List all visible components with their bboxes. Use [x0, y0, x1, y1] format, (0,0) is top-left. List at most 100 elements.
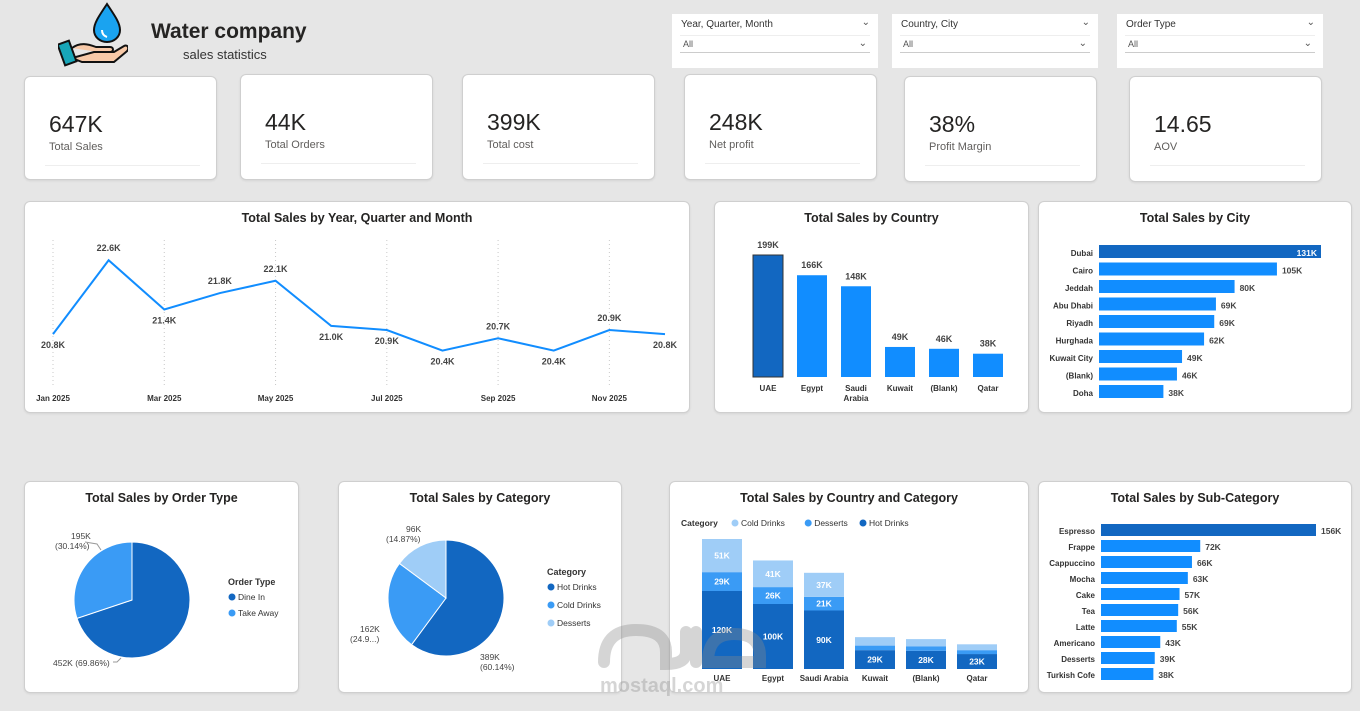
legend-marker — [731, 519, 739, 527]
country-category-stacked-chart: Category Cold Drinks Desserts Hot Drinks 120… — [681, 518, 997, 683]
slicer-country-city[interactable]: Country, City ⌄ All ⌄ — [892, 14, 1098, 68]
data-label: 57K — [1185, 590, 1201, 600]
data-label: (60.14%) — [480, 662, 515, 672]
y-tick-label: Cappuccino — [1049, 559, 1095, 568]
legend-label: Desserts — [814, 518, 848, 528]
chevron-down-icon[interactable]: ⌄ — [1303, 38, 1312, 49]
bar — [1099, 315, 1215, 328]
dashboard-header: Water company sales statistics — [50, 2, 370, 72]
bar-segment — [957, 650, 997, 655]
y-tick-label: Cairo — [1073, 267, 1094, 276]
x-tick-label: Kuwait — [887, 384, 914, 393]
data-label: 51K — [714, 551, 730, 561]
legend-label: Take Away — [238, 608, 279, 618]
bar — [1101, 636, 1161, 648]
data-label: 38K — [1168, 388, 1184, 398]
slicer-dropdown[interactable]: All ⌄ — [900, 35, 1090, 53]
data-label: 20.4K — [542, 357, 567, 367]
bar-segment — [855, 650, 895, 669]
kpi-value: 38% — [929, 111, 976, 137]
bar — [1099, 280, 1235, 293]
bar — [1099, 385, 1164, 398]
y-tick-label: Frappe — [1068, 543, 1095, 552]
x-tick-label: Jul 2025 — [371, 394, 403, 403]
data-label: 56K — [1183, 606, 1199, 616]
bar-segment — [855, 645, 895, 651]
data-label: 199K — [757, 240, 779, 250]
data-label: 90K — [816, 635, 832, 645]
data-label: 29K — [867, 655, 883, 665]
legend-label: Dine In — [238, 592, 265, 602]
chevron-down-icon[interactable]: ⌄ — [861, 17, 870, 28]
y-tick-label: Dubai — [1071, 249, 1093, 258]
x-tick-label: Qatar — [967, 674, 988, 683]
legend-label: Cold Drinks — [557, 600, 601, 610]
bar-segment — [957, 654, 997, 669]
data-label: 37K — [816, 580, 832, 590]
kpi-value: 14.65 — [1154, 111, 1212, 137]
y-tick-label: Doha — [1073, 389, 1094, 398]
kpi-label: AOV — [1154, 141, 1178, 153]
data-label: 20.9K — [375, 336, 400, 346]
slicer-dropdown[interactable]: All ⌄ — [1125, 35, 1315, 53]
chevron-down-icon[interactable]: ⌄ — [858, 38, 867, 49]
slicer-year-quarter-month[interactable]: Year, Quarter, Month ⌄ All ⌄ — [672, 14, 878, 68]
bar — [1099, 350, 1183, 363]
water-hand-logo-icon — [58, 2, 128, 67]
data-label: 72K — [1205, 542, 1221, 552]
chart-title: Total Sales by Sub-Category — [1110, 491, 1280, 505]
legend-label: Cold Drinks — [741, 518, 785, 528]
data-label: 105K — [1282, 266, 1303, 276]
legend-marker — [859, 519, 867, 527]
slicer-order-type[interactable]: Order Type ⌄ All ⌄ — [1117, 14, 1323, 68]
bar-segment — [906, 639, 946, 647]
bar — [1099, 245, 1321, 258]
chevron-down-icon[interactable]: ⌄ — [1081, 17, 1090, 28]
x-tick-label: Sep 2025 — [481, 394, 516, 403]
x-tick-label: Mar 2025 — [147, 394, 182, 403]
bar-segment — [804, 572, 844, 597]
data-label: 22.6K — [97, 243, 122, 253]
data-label: 20.7K — [486, 321, 511, 331]
legend-title: Category — [681, 518, 718, 528]
bar-segment — [957, 644, 997, 651]
slicer-label: Country, City — [901, 19, 959, 30]
order-type-pie-card: Total Sales by Order Type 195K (30.14%) 45… — [24, 481, 299, 693]
dashboard-title: Water company — [151, 20, 307, 43]
data-label: 38K — [1158, 670, 1174, 680]
y-tick-label: Hurghada — [1056, 337, 1094, 346]
pie-slice — [398, 539, 447, 599]
data-label: 69K — [1219, 318, 1235, 328]
x-tick-label: UAE — [760, 384, 778, 393]
kpi-total-orders: 44K Total Orders — [240, 74, 433, 180]
data-label: 80K — [1240, 283, 1256, 293]
data-label: 20.8K — [41, 340, 66, 350]
bar — [1101, 524, 1316, 536]
category-pie-chart: 96K(14.87%) 162K(24.9...) 389K(60.14%) Cate… — [350, 524, 601, 672]
data-label: 55K — [1182, 622, 1198, 632]
leader-line — [84, 541, 102, 551]
bar-segment — [804, 596, 844, 611]
kpi-value: 248K — [709, 109, 763, 135]
x-tick-label: Saudi Arabia — [800, 674, 849, 683]
data-label: 21.4K — [152, 316, 177, 326]
chevron-down-icon[interactable]: ⌄ — [1306, 17, 1315, 28]
legend-marker — [228, 593, 236, 601]
data-label: 21.0K — [319, 332, 344, 342]
x-tick-label: Kuwait — [862, 674, 889, 683]
data-label: 38K — [980, 339, 997, 349]
bar — [752, 254, 784, 378]
chart-title: Total Sales by Order Type — [85, 491, 238, 505]
data-label: (14.87%) — [386, 534, 421, 544]
bar — [929, 348, 959, 377]
data-label: (30.14%) — [55, 541, 90, 551]
data-label: 20.9K — [597, 313, 622, 323]
bar — [1099, 332, 1205, 346]
x-tick-label: Jan 2025 — [36, 394, 70, 403]
x-tick-label: UAE — [714, 674, 732, 683]
chevron-down-icon[interactable]: ⌄ — [1078, 38, 1087, 49]
line-chart-card: Total Sales by Year, Quarter and Month 2… — [24, 201, 690, 413]
slicer-dropdown[interactable]: All ⌄ — [680, 35, 870, 53]
line-chart: 20.8K 22.6K 21.4K 21.8K 22.1K 21.0K 20.9K 20.4K… — [36, 240, 678, 403]
